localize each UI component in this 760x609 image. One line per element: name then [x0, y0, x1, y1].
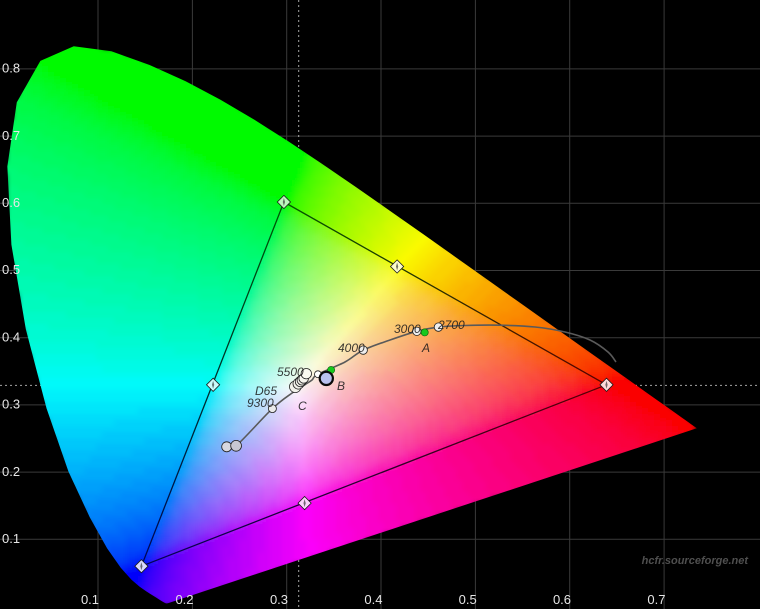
svg-text:5500: 5500 — [277, 365, 304, 379]
svg-text:0.7: 0.7 — [647, 592, 665, 607]
svg-text:0.7: 0.7 — [2, 128, 20, 143]
svg-text:4000: 4000 — [338, 341, 365, 355]
svg-text:0.2: 0.2 — [175, 592, 193, 607]
svg-text:0.5: 0.5 — [459, 592, 477, 607]
svg-text:0.1: 0.1 — [2, 531, 20, 546]
svg-text:0.6: 0.6 — [553, 592, 571, 607]
svg-text:D65: D65 — [255, 384, 277, 398]
svg-text:0.5: 0.5 — [2, 262, 20, 277]
svg-text:3000: 3000 — [394, 322, 421, 336]
svg-text:2700: 2700 — [437, 318, 465, 332]
svg-text:0.8: 0.8 — [2, 61, 20, 76]
svg-text:9300: 9300 — [247, 396, 274, 410]
svg-text:hcfr.sourceforge.net: hcfr.sourceforge.net — [642, 555, 750, 567]
svg-text:B: B — [337, 379, 345, 393]
svg-text:0.4: 0.4 — [2, 329, 20, 344]
svg-text:0.3: 0.3 — [2, 397, 20, 412]
svg-text:0.3: 0.3 — [270, 592, 288, 607]
svg-text:0.2: 0.2 — [2, 464, 20, 479]
svg-text:0.1: 0.1 — [81, 592, 99, 607]
svg-text:A: A — [421, 341, 430, 355]
svg-text:0.4: 0.4 — [364, 592, 382, 607]
svg-text:0.6: 0.6 — [2, 195, 20, 210]
svg-text:C: C — [298, 399, 307, 413]
